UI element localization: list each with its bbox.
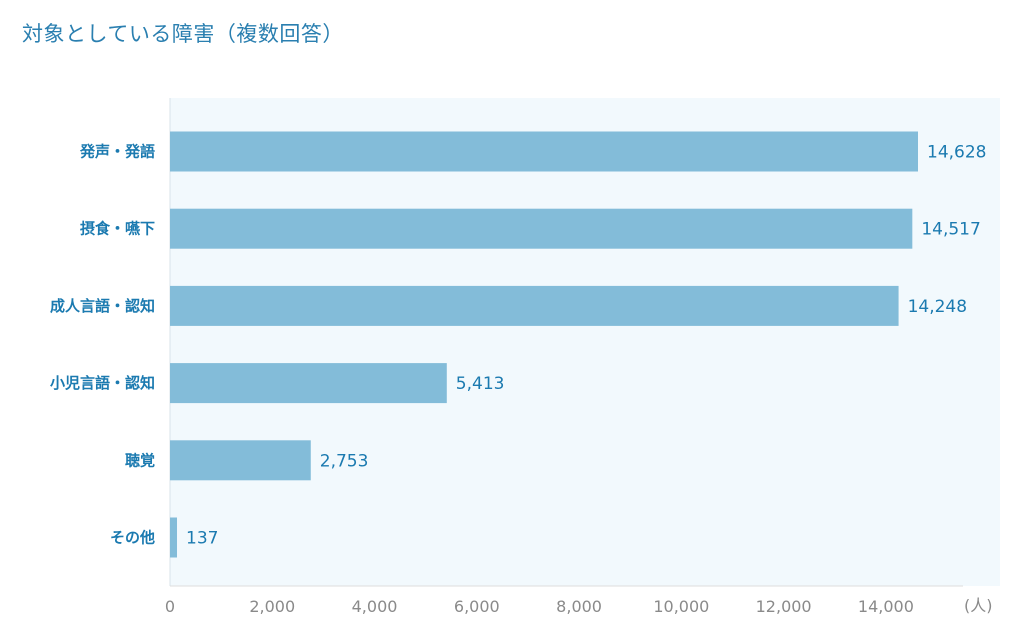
x-tick-label: 12,000 xyxy=(756,597,812,616)
category-label: 摂食・嚥下 xyxy=(80,220,155,238)
value-label: 14,628 xyxy=(927,143,986,163)
x-tick-label: 8,000 xyxy=(556,597,602,616)
chart-title: 対象としている障害（複数回答） xyxy=(22,22,344,46)
bar xyxy=(170,440,311,481)
x-tick-label: 10,000 xyxy=(653,597,709,616)
category-label: 発声・発語 xyxy=(79,143,155,161)
x-axis-unit-label: (人) xyxy=(964,596,993,615)
value-label: 5,413 xyxy=(456,374,505,394)
bar xyxy=(170,285,899,326)
labels-layer: 発声・発語 14,628 摂食・嚥下 14,517 成人言語・認知 14,248 小児言語・… xyxy=(50,143,987,549)
x-tick-label: 14,000 xyxy=(858,597,914,616)
bar xyxy=(170,208,913,249)
category-label: 成人言語・認知 xyxy=(50,297,155,315)
bar xyxy=(170,363,447,404)
category-label: 小児言語・認知 xyxy=(50,374,155,392)
category-label: その他 xyxy=(110,529,155,547)
x-tick-label: 6,000 xyxy=(454,597,500,616)
x-tick-label: 4,000 xyxy=(352,597,398,616)
value-label: 14,248 xyxy=(908,297,967,317)
bar xyxy=(170,131,918,172)
x-ticks-layer: 0 2,000 4,000 6,000 8,000 10,000 12,000 14,000 xyxy=(165,597,914,616)
bar xyxy=(170,517,178,558)
value-label: 2,753 xyxy=(320,451,369,471)
value-label: 137 xyxy=(186,529,218,549)
value-label: 14,517 xyxy=(921,220,980,240)
x-tick-label: 0 xyxy=(165,597,175,616)
x-tick-label: 2,000 xyxy=(249,597,295,616)
bars-layer xyxy=(170,131,918,558)
category-label: 聴覚 xyxy=(125,451,155,469)
plot-background xyxy=(170,98,1000,586)
